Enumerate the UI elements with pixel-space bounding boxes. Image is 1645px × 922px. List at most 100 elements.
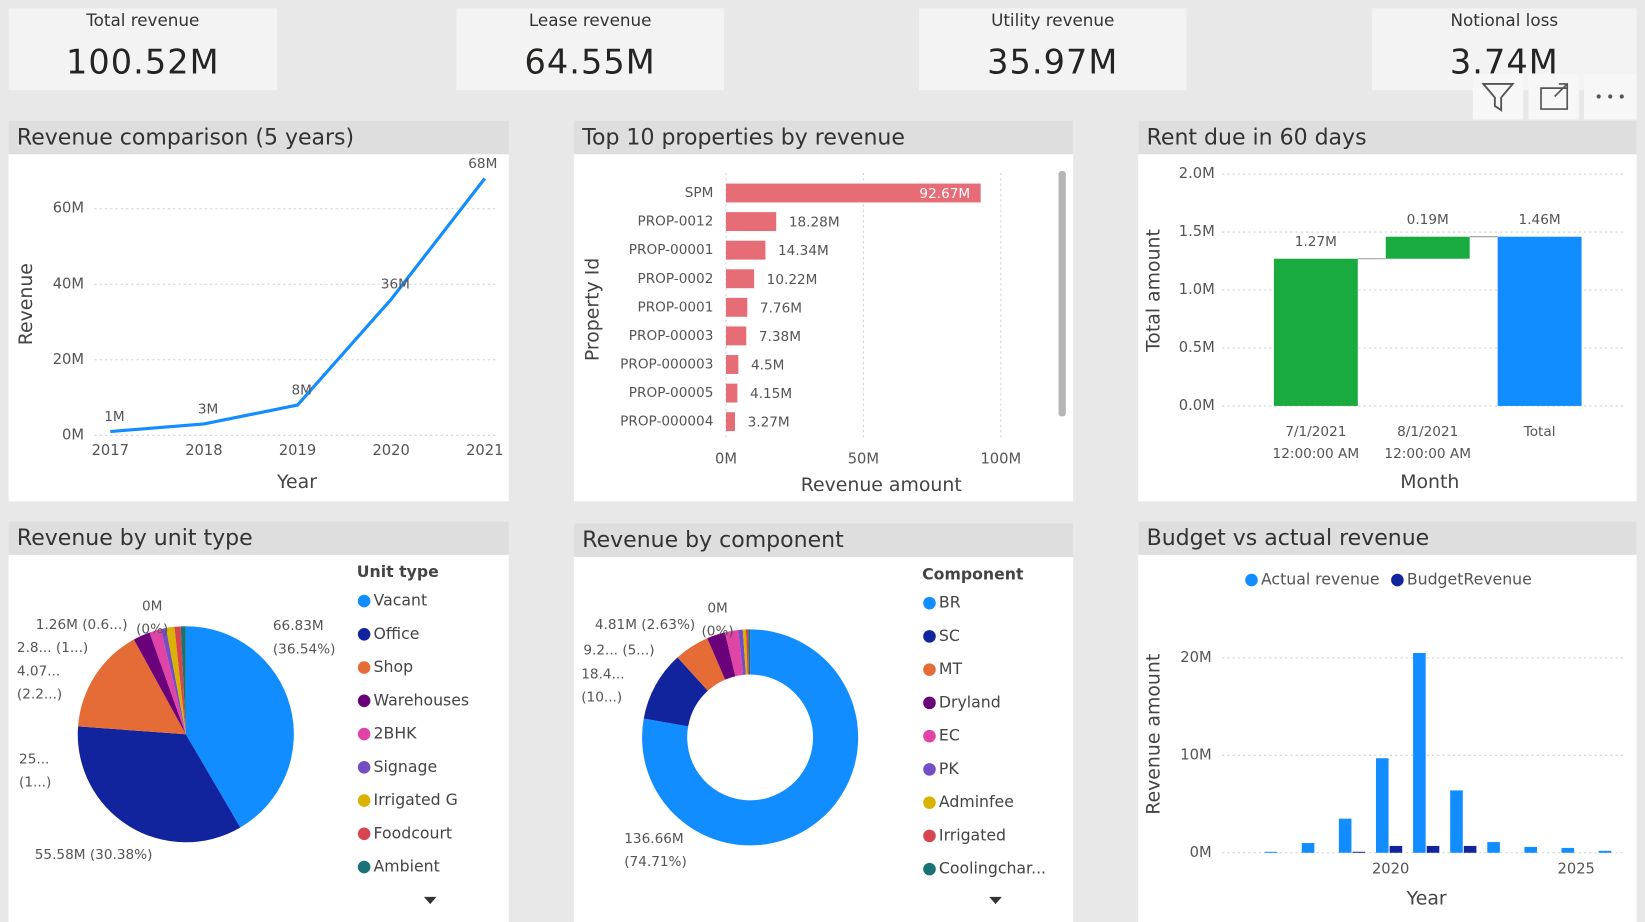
data-label: 3.27M bbox=[748, 415, 790, 431]
revenue-line bbox=[110, 177, 486, 434]
data-label: 0.19M bbox=[1407, 212, 1449, 228]
kpi-value: 64.55M bbox=[525, 42, 656, 81]
bar bbox=[725, 269, 755, 289]
label-line: 8/1/2021 bbox=[1397, 424, 1458, 440]
kpi-label: Lease revenue bbox=[529, 10, 652, 30]
y-axis-title: Revenue amount bbox=[1142, 654, 1164, 815]
legend-scroll-arrow bbox=[423, 896, 437, 905]
data-label: 4.15M bbox=[750, 386, 792, 402]
label-line: 12:00:00 AM bbox=[1273, 446, 1360, 462]
more-dot bbox=[1619, 94, 1624, 99]
donut-slice bbox=[643, 657, 708, 727]
data-label: 55.58M (30.38%) bbox=[35, 847, 153, 863]
legend-label: Signage bbox=[374, 757, 438, 776]
kpi-label: Notional loss bbox=[1451, 10, 1559, 30]
y-tick-label: 40M bbox=[53, 275, 84, 292]
category-label: PROP-0001 bbox=[637, 299, 713, 315]
kpi-card bbox=[919, 8, 1187, 91]
data-label: 25... (1...) bbox=[19, 751, 51, 790]
panel-title: Revenue by unit type bbox=[17, 526, 253, 551]
donut-slice bbox=[642, 629, 859, 846]
panel-title: Rent due in 60 days bbox=[1147, 125, 1367, 150]
donut-slice bbox=[748, 629, 751, 675]
legend-label: MT bbox=[939, 659, 963, 678]
panel-header bbox=[8, 521, 509, 555]
legend-label: BudgetRevenue bbox=[1407, 570, 1532, 589]
panel bbox=[1138, 521, 1637, 922]
label-line: (0%) bbox=[136, 621, 168, 637]
category-label: PROP-0002 bbox=[637, 271, 713, 287]
data-label: 4.81M (2.63%) bbox=[595, 617, 695, 633]
x-tick-label: 2017 bbox=[92, 442, 129, 459]
data-label: 9.2... (5...) bbox=[583, 642, 654, 658]
legend-marker bbox=[923, 729, 936, 743]
bar bbox=[1524, 846, 1537, 853]
label-line: 12:00:00 AM bbox=[1384, 446, 1471, 462]
legend-label: Irrigated bbox=[939, 825, 1006, 844]
data-label: 0M (0%) bbox=[136, 598, 168, 637]
x-axis-title: Year bbox=[1406, 887, 1447, 909]
filter-button[interactable] bbox=[1472, 73, 1524, 120]
panel-header bbox=[573, 523, 1074, 557]
filter-icon bbox=[1481, 82, 1515, 112]
legend-label: Warehouses bbox=[374, 690, 470, 709]
x-tick-label: 100M bbox=[980, 450, 1021, 467]
bar bbox=[1561, 847, 1575, 853]
legend-marker bbox=[357, 661, 371, 674]
donut-slice bbox=[724, 630, 744, 677]
legend-label: EC bbox=[939, 726, 960, 745]
label-line: (36.54%) bbox=[273, 641, 336, 657]
x-tick-label: 0M bbox=[715, 450, 737, 467]
pie-slice bbox=[77, 726, 241, 843]
data-label: 0M (0%) bbox=[701, 600, 733, 639]
donut-slice bbox=[677, 638, 726, 691]
x-tick-label: Total bbox=[1523, 424, 1556, 440]
kpi-value: 100.52M bbox=[66, 42, 220, 81]
panel-title: Revenue by component bbox=[582, 528, 844, 553]
waterfall-bar bbox=[1385, 236, 1470, 259]
x-tick-label: 50M bbox=[848, 450, 879, 467]
kpi-card bbox=[456, 8, 724, 91]
bar bbox=[725, 297, 748, 317]
panel-title: Revenue comparison (5 years) bbox=[17, 125, 354, 150]
data-label: 4.07... (2.2...) bbox=[17, 663, 62, 702]
label-line: (2.2...) bbox=[17, 686, 62, 702]
legend-scroll-arrow bbox=[989, 896, 1002, 905]
x-tick-label: 2020 bbox=[1372, 861, 1409, 878]
data-label: 8M bbox=[291, 382, 311, 398]
kpi-label: Utility revenue bbox=[991, 10, 1114, 30]
bar bbox=[1463, 845, 1477, 853]
y-tick-label: 1.5M bbox=[1179, 223, 1215, 240]
legend-marker bbox=[923, 829, 936, 843]
more-dot bbox=[1608, 94, 1613, 99]
data-label: 1.46M bbox=[1519, 212, 1561, 228]
x-axis-title: Month bbox=[1400, 471, 1459, 493]
pie-slice bbox=[78, 639, 186, 735]
category-label: PROP-00003 bbox=[629, 328, 714, 344]
x-axis-title: Revenue amount bbox=[801, 474, 962, 496]
label-line: 136.66M bbox=[624, 831, 683, 847]
label-line: (74.71%) bbox=[624, 854, 687, 870]
bar bbox=[725, 326, 747, 346]
bar bbox=[725, 412, 735, 432]
legend-label: Foodcourt bbox=[374, 823, 453, 842]
data-label: 66.83M (36.54%) bbox=[273, 618, 336, 657]
panel-header bbox=[1138, 521, 1637, 555]
y-tick-label: 0M bbox=[62, 426, 84, 443]
bar bbox=[725, 355, 739, 374]
legend-marker bbox=[357, 727, 371, 741]
x-tick-label: 2019 bbox=[279, 442, 316, 459]
focus-button[interactable] bbox=[1528, 73, 1579, 120]
x-tick-label: 2018 bbox=[185, 442, 222, 459]
legend-marker bbox=[923, 696, 936, 710]
bar bbox=[725, 240, 766, 260]
legend-marker bbox=[923, 862, 936, 876]
label-line: (10...) bbox=[581, 690, 622, 706]
x-tick-label: 2020 bbox=[372, 442, 409, 459]
category-label: PROP-0012 bbox=[637, 214, 713, 230]
data-label: 1M bbox=[104, 409, 124, 425]
y-tick-label: 2.0M bbox=[1179, 165, 1215, 182]
x-tick-label: 2021 bbox=[466, 442, 503, 459]
